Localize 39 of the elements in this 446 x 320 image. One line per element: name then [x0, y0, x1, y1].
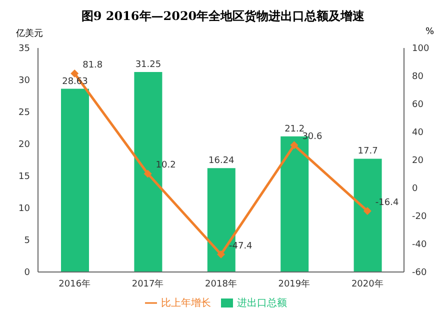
y2-tick-label: -40 — [412, 240, 427, 250]
y-tick-label: 25 — [18, 108, 30, 118]
point — [70, 69, 79, 78]
y2-tick-label: -60 — [412, 268, 427, 278]
y2-tick-label: 40 — [412, 128, 424, 138]
y2-tick-label: 20 — [412, 156, 424, 166]
point — [144, 170, 152, 178]
y-tick-label: 20 — [18, 140, 30, 150]
data-label: 31.25 — [135, 60, 162, 70]
data-label: 21.2 — [284, 124, 305, 134]
bar — [61, 88, 89, 272]
y-tick-label: 15 — [18, 172, 30, 182]
x-tick-label: 2018年 — [205, 278, 237, 290]
y-axis-title: 亿美元 — [16, 28, 43, 40]
data-label: 30.6 — [302, 132, 323, 142]
y-tick-label: 5 — [24, 236, 30, 246]
y2-tick-label: 60 — [412, 100, 424, 110]
y2-axis-title: % — [425, 27, 434, 39]
y-tick-label: 35 — [18, 44, 30, 54]
y2-tick-label: 100 — [412, 44, 430, 54]
data-label: 81.8 — [82, 60, 103, 70]
x-tick-label: 2019年 — [278, 278, 310, 290]
x-tick-label: 2020年 — [351, 278, 384, 290]
chart-title: 图9 2016年—2020年全地区货物进出口总额及增速 — [80, 8, 366, 25]
y-tick-label: 10 — [18, 204, 30, 214]
data-label: 17.7 — [358, 146, 378, 157]
legend-label: 进出口总额 — [237, 298, 287, 309]
point — [290, 141, 298, 150]
y-tick-label: 0 — [24, 268, 30, 278]
y2-tick-label: -20 — [412, 212, 427, 222]
legend-label: 比上年增长 — [161, 298, 211, 309]
x-tick-label: 2017年 — [132, 278, 164, 290]
y2-tick-label: 0 — [412, 184, 418, 194]
y-tick-label: 30 — [18, 76, 30, 86]
data-label: 16.24 — [208, 156, 235, 166]
y2-tick-label: 80 — [412, 72, 424, 82]
x-tick-label: 2016年 — [58, 278, 91, 290]
point — [363, 206, 372, 215]
point — [217, 250, 225, 258]
